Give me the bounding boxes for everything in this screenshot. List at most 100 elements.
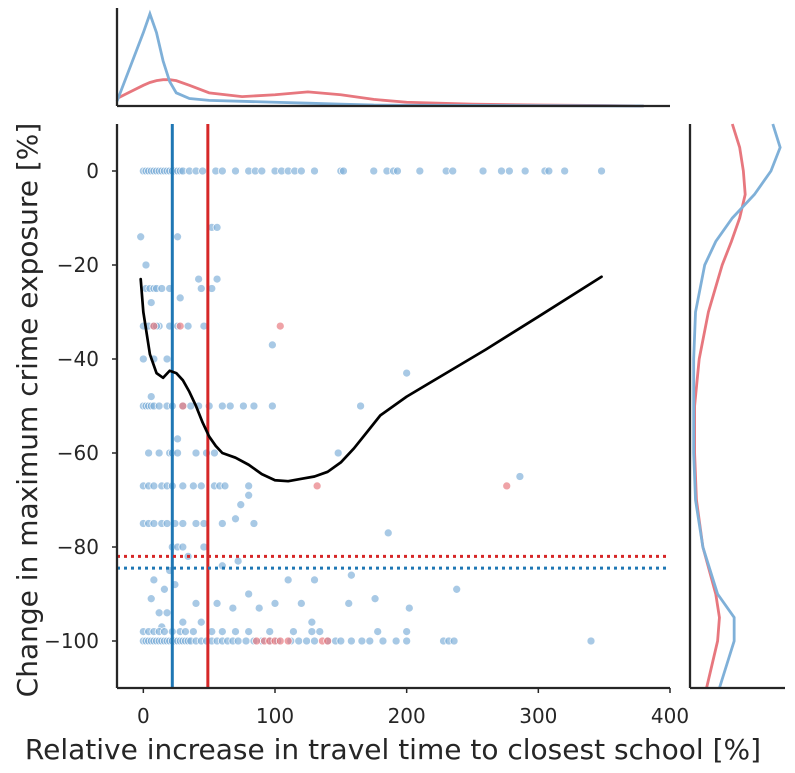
right-marginal-density <box>688 123 785 690</box>
blue-point-116 <box>196 481 206 491</box>
blue-point-98 <box>173 434 182 444</box>
blue-point-90 <box>217 401 227 411</box>
blue-point-231 <box>402 636 412 646</box>
blue-point-153 <box>212 599 222 608</box>
blue-point-127 <box>149 519 159 528</box>
blue-point-162 <box>146 594 156 604</box>
blue-point-106 <box>210 448 219 458</box>
blue-point-41 <box>497 166 506 176</box>
blue-point-143 <box>233 556 243 566</box>
blue-point-220 <box>294 636 304 646</box>
blue-point-213 <box>233 636 243 646</box>
blue-point-226 <box>347 636 356 646</box>
blue-point-131 <box>178 519 188 528</box>
blue-point-164 <box>162 608 172 618</box>
blue-point-39 <box>448 166 458 176</box>
blue-point-136 <box>383 528 393 538</box>
blue-point-91 <box>225 401 235 411</box>
blue-point-230 <box>391 636 401 646</box>
blue-point-181 <box>265 627 275 636</box>
red-point-4 <box>502 481 512 491</box>
right-marginal-blue-density <box>692 123 782 689</box>
blue-point-77 <box>268 340 277 350</box>
blue-point-20 <box>217 166 227 176</box>
blue-point-148 <box>452 584 462 594</box>
red-point-10 <box>283 636 293 646</box>
red-point-13 <box>175 321 185 331</box>
main-scatter-plot: 0 100 200 300 400 0 −20 −40 −60 −80 −100 <box>44 124 689 728</box>
blue-point-60 <box>196 284 206 293</box>
red-point-5 <box>252 636 261 646</box>
blue-point-122 <box>236 500 246 510</box>
blue-point-59 <box>175 293 185 303</box>
blue-point-62 <box>212 274 222 284</box>
blue-point-155 <box>244 589 254 599</box>
blue-point-229 <box>378 636 388 646</box>
x-tick-label-200: 200 <box>388 704 426 728</box>
blue-point-121 <box>515 472 525 481</box>
blue-point-74 <box>138 354 148 364</box>
blue-point-51 <box>212 223 222 232</box>
blue-point-214 <box>241 636 251 646</box>
blue-point-182 <box>289 627 298 636</box>
blue-point-180 <box>244 627 254 636</box>
blue-point-228 <box>365 636 375 646</box>
right-marginal-red-density <box>693 123 747 689</box>
blue-point-95 <box>356 401 365 411</box>
blue-point-160 <box>370 594 380 604</box>
blue-point-92 <box>239 401 248 411</box>
blue-point-18 <box>198 166 207 176</box>
blue-point-37 <box>415 166 425 176</box>
blue-point-175 <box>181 627 190 636</box>
blue-point-110 <box>149 481 159 491</box>
red-point-1 <box>149 321 159 331</box>
red-point-2 <box>178 401 188 411</box>
red-point-9 <box>275 636 285 646</box>
blue-point-152 <box>191 599 201 608</box>
blue-point-221 <box>302 636 311 646</box>
blue-point-70 <box>183 321 193 331</box>
blue-point-134 <box>217 519 227 528</box>
blue-point-178 <box>217 627 227 636</box>
x-tick-label-400: 400 <box>651 704 689 728</box>
blue-point-185 <box>402 627 412 636</box>
blue-point-114 <box>178 481 188 491</box>
blue-point-176 <box>189 627 198 636</box>
blue-point-45 <box>544 166 554 176</box>
blue-point-149 <box>149 575 159 585</box>
blue-point-234 <box>449 636 459 646</box>
y-tick-label--100: −100 <box>44 629 99 653</box>
top-marginal-red-density <box>116 78 644 108</box>
blue-point-21 <box>231 166 240 176</box>
blue-point-119 <box>220 481 230 491</box>
y-tick-label--60: −60 <box>57 441 99 465</box>
blue-point-139 <box>178 542 188 552</box>
blue-point-36 <box>393 166 402 176</box>
blue-point-147 <box>347 570 356 580</box>
blue-point-107 <box>333 448 343 458</box>
blue-point-29 <box>296 166 306 176</box>
blue-point-46 <box>560 166 570 176</box>
blue-point-222 <box>310 636 319 646</box>
blue-point-124 <box>249 519 259 528</box>
blue-point-43 <box>520 166 530 176</box>
y-tick-label--80: −80 <box>57 535 99 559</box>
blue-point-115 <box>189 481 198 491</box>
blue-point-97 <box>146 392 156 401</box>
blue-point-146 <box>310 575 319 585</box>
blue-point-183 <box>307 627 317 636</box>
blue-point-49 <box>173 232 182 242</box>
blue-point-32 <box>339 166 348 176</box>
blue-point-104 <box>191 448 201 458</box>
blue-point-158 <box>296 599 306 608</box>
x-tick-label-100: 100 <box>256 704 294 728</box>
y-tick-label--40: −40 <box>57 347 99 371</box>
blue-point-123 <box>244 490 254 500</box>
red-point-3 <box>312 481 322 491</box>
blue-point-163 <box>154 608 164 618</box>
blue-point-24 <box>257 166 267 176</box>
blue-point-48 <box>136 232 146 242</box>
blue-point-225 <box>336 636 346 646</box>
blue-point-120 <box>244 481 254 491</box>
